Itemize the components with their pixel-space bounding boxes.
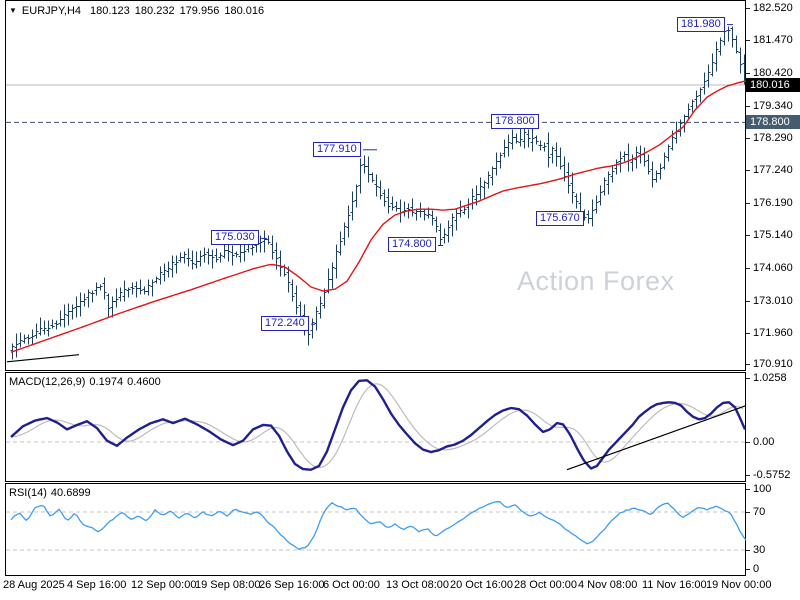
time-axis-label: 28 Oct 00:00	[514, 579, 577, 591]
price-low: 179.956	[179, 5, 220, 17]
price-bars	[10, 23, 746, 360]
axis-tick-mark	[746, 235, 750, 236]
axis-tick-label: 179.340	[753, 100, 793, 112]
macd-value-main: 0.1974	[89, 376, 124, 388]
axis-tick-label: 180.420	[753, 67, 793, 79]
time-axis-label: 20 Oct 16:00	[450, 579, 513, 591]
rsi-label: RSI(14) 40.6899	[9, 487, 95, 499]
macd-label: MACD(12,26,9) 0.1974 0.4600	[9, 376, 165, 388]
price-open: 180.123	[90, 5, 130, 17]
time-axis-label: 19 Nov 00:00	[706, 579, 772, 591]
time-axis-label: 26 Sep 16:00	[259, 579, 325, 591]
axis-tick-label: 182.520	[753, 2, 793, 14]
rsi-line	[10, 501, 746, 551]
watermark: Action Forex	[517, 266, 675, 296]
axis-tick-label: 181.470	[753, 34, 793, 46]
axis-tick-mark	[746, 268, 750, 269]
panel-border	[5, 483, 746, 576]
symbol-dropdown-icon: ▼	[9, 6, 17, 15]
axis-tick-mark	[746, 569, 750, 570]
axis-tick-label: 176.190	[753, 197, 793, 209]
axis-tick-label: 0.00	[753, 436, 775, 448]
support-trendline	[6, 354, 80, 363]
axis-tick-label: -0.5752	[753, 469, 791, 481]
macd-plot	[5, 372, 746, 482]
axis-tick-mark	[746, 378, 750, 379]
axis-tick-label: 177.240	[753, 164, 793, 176]
axis-tick-mark	[746, 475, 750, 476]
macd-panel	[5, 372, 746, 482]
price-flag-175.670: 175.670	[536, 211, 584, 226]
axis-tick-mark	[746, 170, 750, 171]
axis-tick-mark	[746, 40, 750, 41]
axis-tick-mark	[746, 364, 750, 365]
axis-tick-label: 175.140	[753, 229, 793, 241]
time-axis-label: 4 Sep 16:00	[67, 579, 127, 591]
axis-tick-mark	[746, 489, 750, 490]
rsi-name: RSI(14)	[9, 487, 47, 499]
price-high: 180.232	[134, 5, 175, 17]
time-axis-label: 12 Sep 00:00	[131, 579, 197, 591]
axis-tick-label: 170.910	[753, 358, 793, 370]
axis-tick-mark	[746, 512, 750, 513]
price-flag-175.030: 175.030	[211, 230, 259, 245]
panel-border	[5, 0, 746, 371]
axis-tick-label: 0	[753, 563, 760, 575]
time-axis-label: 6 Oct 00:00	[323, 579, 380, 591]
axis-tick-label: 30	[753, 544, 766, 556]
macd-value-signal: 0.4600	[127, 376, 161, 388]
rsi-panel	[5, 483, 746, 576]
axis-tick-label: 173.010	[753, 295, 793, 307]
time-axis-label: 13 Oct 08:00	[386, 579, 449, 591]
axis-tick-mark	[746, 442, 750, 443]
time-axis-label: 4 Nov 08:00	[578, 579, 638, 591]
moving-average-line	[10, 80, 746, 353]
price-axis: 182.520 181.470 180.420 179.340 178.290 177.2…	[746, 0, 800, 578]
main-price-panel: Action Forex 175.030 172.240 177.910 174.80…	[5, 0, 746, 371]
axis-tick-label: 100	[753, 483, 772, 495]
price-flag-178.800: 178.800	[491, 114, 539, 129]
axis-tick-mark	[746, 550, 750, 551]
axis-tick-mark	[746, 301, 750, 302]
macd-line	[10, 379, 746, 471]
axis-tick-label: 1.0258	[753, 372, 787, 384]
time-axis: 28 Aug 2025 4 Sep 16:00 12 Sep 00:00 19 Sep…	[0, 579, 800, 599]
rsi-plot	[5, 483, 746, 576]
time-axis-label: 28 Aug 2025	[3, 579, 65, 591]
price-flag-177.910: 177.910	[313, 142, 361, 157]
price-flag-174.800: 174.800	[388, 237, 436, 252]
panel-border	[5, 372, 746, 482]
price-flag-172.240: 172.240	[261, 316, 309, 331]
axis-tick-mark	[746, 73, 750, 74]
macd-name: MACD(12,26,9)	[9, 376, 86, 388]
axis-tick-mark	[746, 106, 750, 107]
price-plot	[5, 0, 746, 371]
axis-tick-mark	[746, 138, 750, 139]
axis-tick-mark	[746, 203, 750, 204]
macd-trendline	[566, 404, 746, 471]
symbol-timeframe: EURJPY,H4	[21, 5, 82, 17]
time-axis-label: 19 Sep 08:00	[195, 579, 261, 591]
axis-tick-label: 171.960	[753, 327, 793, 339]
time-axis-label: 11 Nov 16:00	[642, 579, 707, 591]
rsi-value: 40.6899	[50, 487, 91, 499]
axis-tick-mark	[746, 333, 750, 334]
price-close: 180.016	[224, 5, 265, 17]
axis-tick-mark	[746, 8, 750, 9]
axis-tick-label: 70	[753, 506, 766, 518]
chart-title: ▼ EURJPY,H4 180.123 180.232 179.956 180.016	[9, 5, 269, 17]
current-price-badge: 180.016	[746, 78, 800, 92]
axis-tick-label: 178.290	[753, 132, 793, 144]
axis-tick-label: 174.060	[753, 262, 793, 274]
price-flag-181.980: 181.980	[677, 17, 725, 32]
level-price-badge: 178.800	[746, 115, 800, 129]
